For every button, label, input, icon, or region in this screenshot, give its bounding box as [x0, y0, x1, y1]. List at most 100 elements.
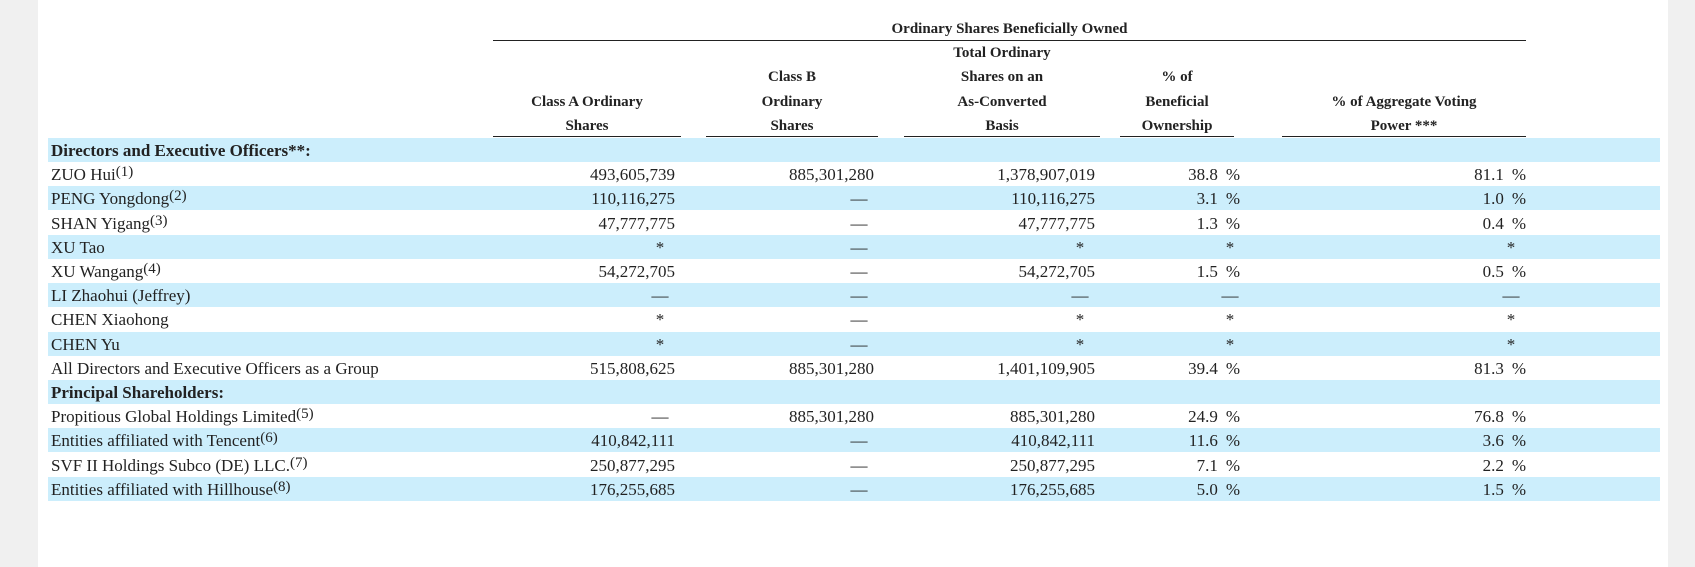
cell-value: * — [1506, 334, 1516, 354]
column-header-line: Basis — [985, 118, 1019, 134]
cell-value: — — [850, 455, 868, 475]
cell-value: — — [850, 334, 868, 354]
cell-value: 38.8 — [1188, 165, 1218, 185]
table-row: SHAN Yigang(3) 47,777,775—47,777,775 1.3% 0… — [48, 211, 1660, 235]
holder-name: CHEN Xiaohong — [51, 307, 169, 331]
cell-value: 250,877,295 — [1010, 455, 1095, 475]
column-rule — [1120, 136, 1234, 137]
column-header-line: Ownership — [1141, 118, 1213, 134]
column-header-line: Power *** — [1370, 118, 1438, 134]
holder-name-text: SHAN Yigang — [51, 213, 151, 233]
class-a-shares-cell: — — [645, 283, 675, 307]
cell-value: * — [655, 334, 665, 354]
class-b-shares-cell: — — [844, 477, 874, 501]
column-header-line: As-Converted — [957, 93, 1047, 110]
footnote-ref: (7) — [289, 454, 308, 471]
percent-sign: % — [1225, 407, 1240, 427]
footnote-ref: (4) — [143, 261, 161, 277]
aggregate-voting-cell: 1.0% — [1483, 186, 1526, 210]
cell-value: 7.1 — [1196, 455, 1218, 475]
aggregate-voting-cell: 81.1% — [1474, 162, 1526, 186]
percent-sign: % — [1511, 262, 1526, 281]
section-row: Principal Shareholders: — [48, 380, 1660, 404]
table-row: Propitious Global Holdings Limited(5) — 88… — [48, 404, 1660, 428]
column-header-line: % of — [1161, 69, 1193, 86]
class-a-shares-cell: — — [645, 404, 675, 428]
holder-name-text: SVF II Holdings Subco (DE) LLC. — [51, 455, 290, 475]
total-as-converted-cell: 250,877,295 — [1010, 453, 1095, 477]
class-b-shares-cell: 885,301,280 — [789, 404, 874, 428]
aggregate-voting-cell: * — [1496, 235, 1526, 259]
class-a-shares-cell: 493,605,739 — [590, 162, 675, 186]
column-header-line: Class A Ordinary — [531, 93, 643, 110]
table-row: Entities affiliated with Hillhouse(8) 176… — [48, 476, 1660, 501]
cell-value: * — [655, 237, 665, 257]
beneficial-ownership-cell: * — [1215, 235, 1245, 259]
percent-sign: % — [1511, 358, 1526, 378]
class-a-shares-cell: 110,116,275 — [591, 186, 675, 210]
footnote-ref: (8) — [273, 478, 291, 495]
percent-sign: % — [1225, 165, 1240, 185]
cell-value: — — [850, 189, 868, 209]
table-row: PENG Yongdong(2) 110,116,275 — 110,116,275 3… — [48, 186, 1660, 211]
cell-value: 885,301,280 — [789, 165, 874, 185]
cell-value: 81.3 — [1474, 358, 1504, 378]
footnote-ref: (3) — [150, 212, 168, 229]
cell-value: * — [655, 310, 665, 330]
percent-sign: % — [1511, 479, 1526, 499]
holder-name: SHAN Yigang(3) — [51, 211, 168, 235]
cell-value: * — [1506, 310, 1516, 330]
cell-value: * — [1225, 334, 1235, 354]
holder-name: ZUO Hui(1) — [51, 162, 133, 186]
class-a-shares-cell: 54,272,705 — [599, 259, 676, 283]
cell-value: 1.3 — [1196, 213, 1218, 233]
class-a-shares-cell: * — [645, 332, 675, 356]
cell-value: — — [850, 237, 868, 257]
cell-value: 1.0 — [1482, 189, 1504, 209]
table-row: XU Wangang(4) 54,272,705—54,272,705 1.5% 0.… — [48, 259, 1660, 283]
holder-name-text: Principal Shareholders: — [51, 383, 224, 402]
cell-value: 515,808,625 — [590, 358, 675, 378]
cell-value: — — [651, 286, 669, 306]
class-a-shares-cell: 410,842,111 — [591, 428, 675, 452]
column-header-line: % of Aggregate Voting — [1331, 93, 1477, 110]
table-row: Entities affiliated with Tencent(6) 410,8… — [48, 428, 1660, 453]
total-as-converted-cell: 54,272,705 — [1019, 259, 1096, 283]
holder-name: Entities affiliated with Hillhouse(8) — [51, 477, 291, 501]
percent-sign: % — [1225, 213, 1240, 233]
percent-sign: % — [1511, 407, 1526, 427]
cell-value: 5.0 — [1196, 479, 1218, 499]
aggregate-voting-cell: 1.5% — [1483, 477, 1526, 501]
cell-value: 885,301,280 — [1010, 407, 1095, 427]
cell-value: 2.2 — [1482, 455, 1504, 475]
table-row: CHEN Yu * — * * * — [48, 331, 1660, 356]
cell-value: 885,301,280 — [789, 358, 874, 378]
cell-value: — — [1502, 286, 1520, 306]
footnote-ref: (1) — [115, 164, 134, 181]
holder-name-text: Entities affiliated with Tencent — [51, 431, 261, 451]
total-as-converted-cell: 47,777,775 — [1019, 211, 1096, 235]
beneficial-ownership-cell: 5.0% — [1197, 477, 1240, 501]
class-a-shares-cell: 250,877,295 — [590, 453, 675, 477]
class-a-shares-cell: 176,255,685 — [590, 477, 675, 501]
beneficial-ownership-cell: — — [1215, 283, 1245, 307]
percent-sign: % — [1511, 165, 1526, 185]
class-b-shares-cell: 885,301,280 — [789, 356, 874, 380]
beneficial-ownership-cell: 38.8% — [1188, 162, 1240, 186]
aggregate-voting-cell: * — [1496, 307, 1526, 331]
group-rule — [493, 40, 1526, 41]
section-heading: Directors and Executive Officers**: — [51, 138, 311, 162]
cell-value: — — [850, 310, 868, 330]
holder-name-text: ZUO Hui — [51, 165, 116, 185]
table-row: ZUO Hui(1) 493,605,739 885,301,280 1,378,90… — [48, 162, 1660, 186]
table-row: SVF II Holdings Subco (DE) LLC.(7) 250,87… — [48, 453, 1660, 477]
cell-value: 110,116,275 — [591, 189, 675, 209]
percent-sign: % — [1225, 189, 1240, 209]
class-b-shares-cell: — — [844, 186, 874, 210]
cell-value: 81.1 — [1474, 165, 1504, 185]
beneficial-ownership-cell: 1.5% — [1197, 259, 1240, 283]
class-a-shares-cell: * — [645, 307, 675, 331]
total-as-converted-cell: 176,255,685 — [1010, 477, 1095, 501]
percent-sign: % — [1511, 455, 1526, 475]
total-as-converted-cell: * — [1065, 332, 1095, 356]
